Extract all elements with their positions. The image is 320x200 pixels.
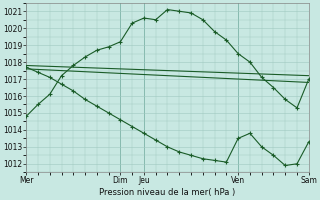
X-axis label: Pression niveau de la mer( hPa ): Pression niveau de la mer( hPa ) <box>100 188 236 197</box>
